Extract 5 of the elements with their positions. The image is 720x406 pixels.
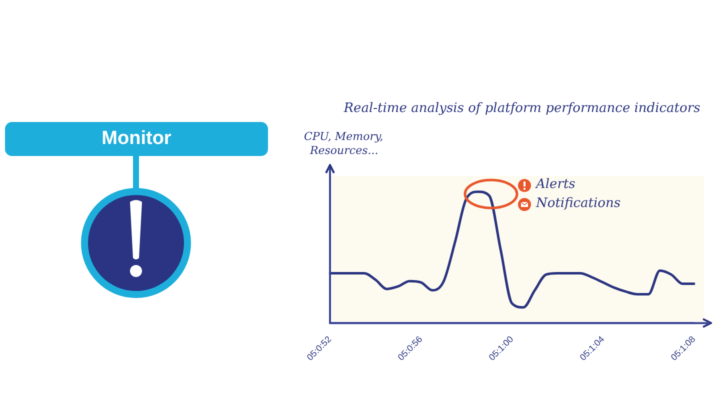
text: Monitor	[5, 122, 268, 156]
annotation: Alerts	[536, 177, 576, 192]
annotation: Notifications	[536, 196, 621, 211]
y-axis-title: CPU, Memory, Resources...	[304, 130, 384, 157]
chart-title: Real-time analysis of platform performance indicators	[342, 101, 701, 116]
